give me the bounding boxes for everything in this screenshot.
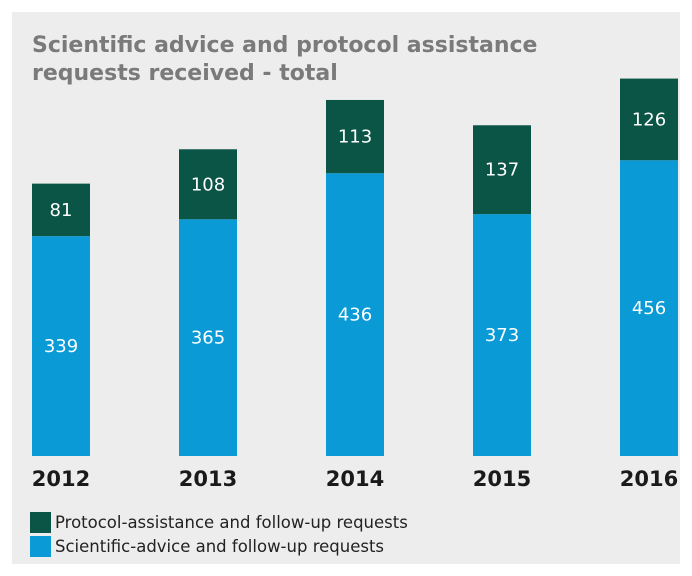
legend-swatch-scientific: [30, 535, 51, 557]
bar-protocol-2015: [473, 125, 531, 215]
data-label-protocol-2014: 113: [338, 127, 372, 148]
bar-scientific-2016: [620, 160, 678, 456]
data-label-scientific-2014: 436: [338, 305, 372, 326]
category-label-2013: 2013: [179, 467, 237, 491]
data-label-scientific-2012: 339: [44, 336, 78, 357]
data-label-scientific-2015: 373: [485, 325, 519, 346]
bar-scientific-2015: [473, 214, 531, 456]
legend-swatch-protocol: [30, 511, 51, 533]
data-label-protocol-2012: 81: [50, 200, 73, 221]
legend-item-scientific: Scientific-advice and follow-up requests: [30, 534, 408, 558]
data-label-protocol-2013: 108: [191, 174, 225, 195]
legend-label-protocol: Protocol-assistance and follow-up reques…: [55, 512, 408, 532]
bar-scientific-2014: [326, 173, 384, 456]
bar-protocol-2013: [179, 149, 237, 220]
category-label-2016: 2016: [620, 467, 678, 491]
chart-title: Scientific advice and protocol assistanc…: [32, 33, 538, 86]
data-label-scientific-2016: 456: [632, 298, 666, 319]
chart-panel: Scientific advice and protocol assistanc…: [12, 12, 680, 564]
category-label-2015: 2015: [473, 467, 531, 491]
bar-protocol-2016: [620, 78, 678, 161]
bar-scientific-2012: [32, 236, 90, 456]
legend-item-protocol: Protocol-assistance and follow-up reques…: [30, 510, 408, 534]
data-label-protocol-2015: 137: [485, 160, 519, 181]
category-label-2012: 2012: [32, 467, 90, 491]
stacked-bar-chart: 339 81 2012 365 108 2013 436 113 2014 373 137 2015 4…: [32, 78, 678, 491]
legend-label-scientific: Scientific-advice and follow-up requests: [55, 536, 385, 556]
category-label-2014: 2014: [326, 467, 384, 491]
bar-protocol-2012: [32, 183, 90, 237]
bar-scientific-2013: [179, 219, 237, 456]
legend: Protocol-assistance and follow-up reques…: [30, 510, 408, 558]
data-label-protocol-2016: 126: [632, 109, 666, 130]
bar-protocol-2014: [326, 99, 384, 174]
data-label-scientific-2013: 365: [191, 328, 225, 349]
